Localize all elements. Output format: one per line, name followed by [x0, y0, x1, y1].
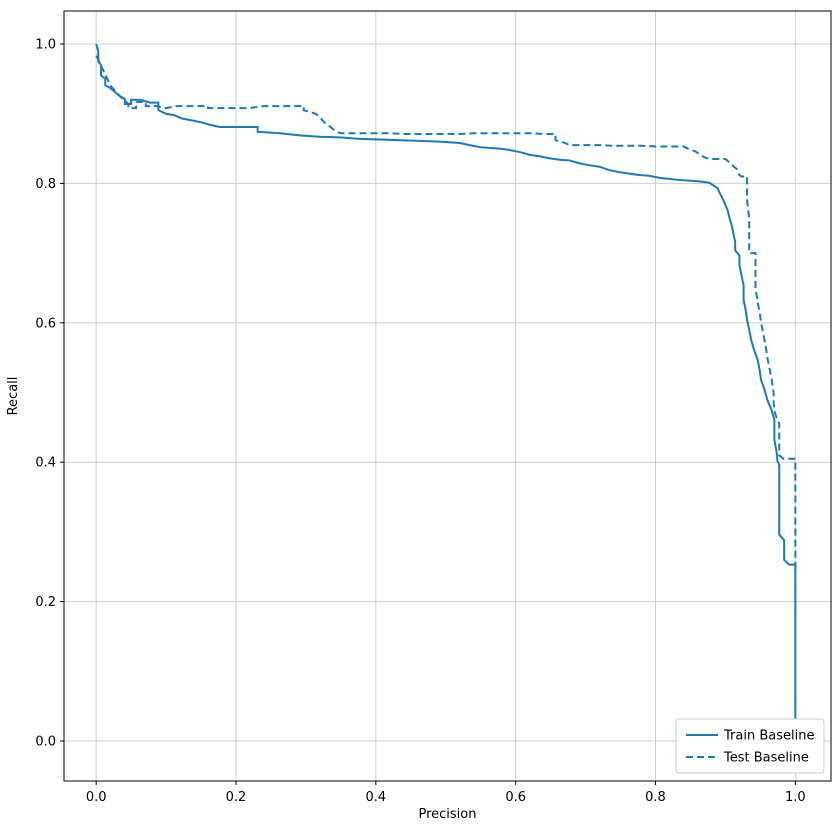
y-tick-label: 0.4: [35, 456, 56, 471]
y-tick-label: 0.6: [35, 316, 56, 331]
x-tick-label: 0.8: [645, 790, 666, 805]
x-tick-label: 0.0: [86, 790, 107, 805]
tick-labels: 0.0 0.2 0.4 0.6 0.8 1.0 0.0 0.2 0.4 0.6 0.8 1.0: [35, 38, 805, 805]
x-tick-label: 0.2: [226, 790, 247, 805]
y-axis-label: Recall: [6, 377, 21, 416]
y-tick-label: 0.8: [35, 177, 56, 192]
y-tick-label: 0.2: [35, 595, 56, 610]
legend-label: Test Baseline: [723, 751, 809, 766]
series-line-train-baseline: [95, 43, 797, 721]
axes-spines: [63, 10, 832, 782]
y-tick-label: 1.0: [35, 38, 56, 53]
x-tick-label: 0.4: [365, 790, 386, 805]
legend-label: Train Baseline: [723, 729, 814, 744]
y-tick-label: 0.0: [35, 734, 56, 749]
series-line-test-baseline: [95, 55, 797, 567]
legend: Train Baseline Test Baseline: [675, 718, 825, 774]
x-axis-label: Precision: [418, 807, 476, 822]
legend-box: [675, 718, 825, 774]
x-tick-label: 0.6: [505, 790, 526, 805]
x-tick-label: 1.0: [785, 790, 806, 805]
